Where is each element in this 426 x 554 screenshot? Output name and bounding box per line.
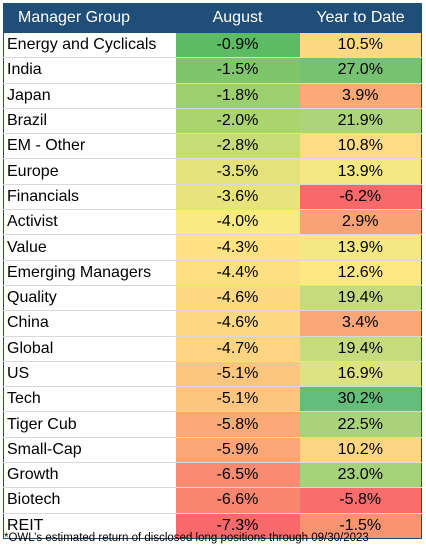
august-return-cell: -4.3% (175, 234, 300, 261)
ytd-return-cell: 19.4% (299, 284, 422, 312)
table-row: China -4.6% 3.4% (3, 310, 422, 337)
ytd-return-cell: 19.4% (299, 335, 422, 362)
manager-group-cell: China (3, 310, 176, 337)
manager-group-cell: REIT (3, 512, 176, 539)
manager-group-cell: Tiger Cub (3, 411, 176, 438)
manager-group-cell: Growth (3, 462, 176, 489)
august-return-cell: -6.5% (175, 462, 300, 489)
returns-table-container: Manager Group August Year to Date Energy… (3, 3, 422, 539)
august-return-cell: -6.6% (175, 487, 300, 514)
table-row: Tiger Cub -5.8% 22.5% (3, 411, 422, 438)
august-return-cell: -4.4% (175, 259, 300, 286)
table-row: Europe -3.5% 13.9% (3, 158, 422, 185)
table-row: Global -4.7% 19.4% (3, 335, 422, 362)
ytd-return-cell: 10.8% (299, 133, 422, 160)
ytd-return-cell: 16.9% (299, 360, 422, 388)
august-return-cell: -5.8% (175, 411, 300, 438)
ytd-return-cell: -5.8% (299, 487, 422, 514)
table-row: Activist -4.0% 2.9% (3, 209, 422, 236)
table-row: Emerging Managers -4.4% 12.6% (3, 259, 422, 286)
ytd-return-cell: 27.0% (299, 57, 422, 84)
august-return-cell: -2.0% (175, 107, 300, 135)
column-header-manager-group: Manager Group (3, 3, 176, 33)
table-row: REIT -7.3% -1.5% (3, 512, 422, 539)
august-return-cell: -3.6% (175, 183, 300, 211)
manager-group-cell: EM - Other (3, 133, 176, 160)
table-row: Small-Cap -5.9% 10.2% (3, 436, 422, 464)
manager-group-cell: US (3, 360, 176, 388)
manager-group-cell: Japan (3, 82, 176, 109)
manager-group-cell: Financials (3, 183, 176, 211)
table-row: Brazil -2.0% 21.9% (3, 107, 422, 135)
returns-table: Manager Group August Year to Date Energy… (3, 3, 422, 539)
ytd-return-cell: 2.9% (299, 209, 422, 236)
manager-group-cell: Small-Cap (3, 436, 176, 464)
manager-group-cell: Tech (3, 386, 176, 413)
table-row: Financials -3.6% -6.2% (3, 183, 422, 211)
ytd-return-cell: -1.5% (299, 512, 422, 539)
ytd-return-cell: 3.4% (299, 310, 422, 337)
table-row: Energy and Cyclicals -0.9% 10.5% (3, 31, 422, 59)
august-return-cell: -5.1% (175, 360, 300, 388)
august-return-cell: -3.5% (175, 158, 300, 185)
manager-group-cell: Emerging Managers (3, 259, 176, 286)
august-return-cell: -4.0% (175, 209, 300, 236)
manager-group-cell: Quality (3, 284, 176, 312)
footnote: *OWL’s estimated return of disclosed lon… (4, 532, 369, 544)
ytd-return-cell: 23.0% (299, 462, 422, 489)
august-return-cell: -0.9% (175, 31, 300, 59)
ytd-return-cell: 13.9% (299, 158, 422, 185)
manager-group-cell: Global (3, 335, 176, 362)
august-return-cell: -1.5% (175, 57, 300, 84)
manager-group-cell: Europe (3, 158, 176, 185)
manager-group-cell: Biotech (3, 487, 176, 514)
manager-group-cell: Energy and Cyclicals (3, 31, 176, 59)
ytd-return-cell: 13.9% (299, 234, 422, 261)
ytd-return-cell: -6.2% (299, 183, 422, 211)
ytd-return-cell: 10.5% (299, 31, 422, 59)
august-return-cell: -5.9% (175, 436, 300, 464)
table-body: Energy and Cyclicals -0.9% 10.5% India -1.5%… (3, 31, 422, 539)
header-row: Manager Group August Year to Date (3, 3, 422, 33)
august-return-cell: -4.6% (175, 284, 300, 312)
ytd-return-cell: 12.6% (299, 259, 422, 286)
august-return-cell: -1.8% (175, 82, 300, 109)
table-row: EM - Other -2.8% 10.8% (3, 133, 422, 160)
table-row: Quality -4.6% 19.4% (3, 284, 422, 312)
column-header-august: August (175, 3, 300, 33)
august-return-cell: -2.8% (175, 133, 300, 160)
august-return-cell: -4.6% (175, 310, 300, 337)
ytd-return-cell: 30.2% (299, 386, 422, 413)
ytd-return-cell: 3.9% (299, 82, 422, 109)
august-return-cell: -4.7% (175, 335, 300, 362)
ytd-return-cell: 21.9% (299, 107, 422, 135)
table-row: Japan -1.8% 3.9% (3, 82, 422, 109)
table-row: Growth -6.5% 23.0% (3, 462, 422, 489)
august-return-cell: -7.3% (175, 512, 300, 539)
table-row: Biotech -6.6% -5.8% (3, 487, 422, 514)
table-row: India -1.5% 27.0% (3, 57, 422, 84)
manager-group-cell: Brazil (3, 107, 176, 135)
table-row: Tech -5.1% 30.2% (3, 386, 422, 413)
table-row: Value -4.3% 13.9% (3, 234, 422, 261)
column-header-year-to-date: Year to Date (299, 3, 422, 33)
ytd-return-cell: 22.5% (299, 411, 422, 438)
ytd-return-cell: 10.2% (299, 436, 422, 464)
august-return-cell: -5.1% (175, 386, 300, 413)
table-row: US -5.1% 16.9% (3, 360, 422, 388)
manager-group-cell: Activist (3, 209, 176, 236)
manager-group-cell: Value (3, 234, 176, 261)
manager-group-cell: India (3, 57, 176, 84)
